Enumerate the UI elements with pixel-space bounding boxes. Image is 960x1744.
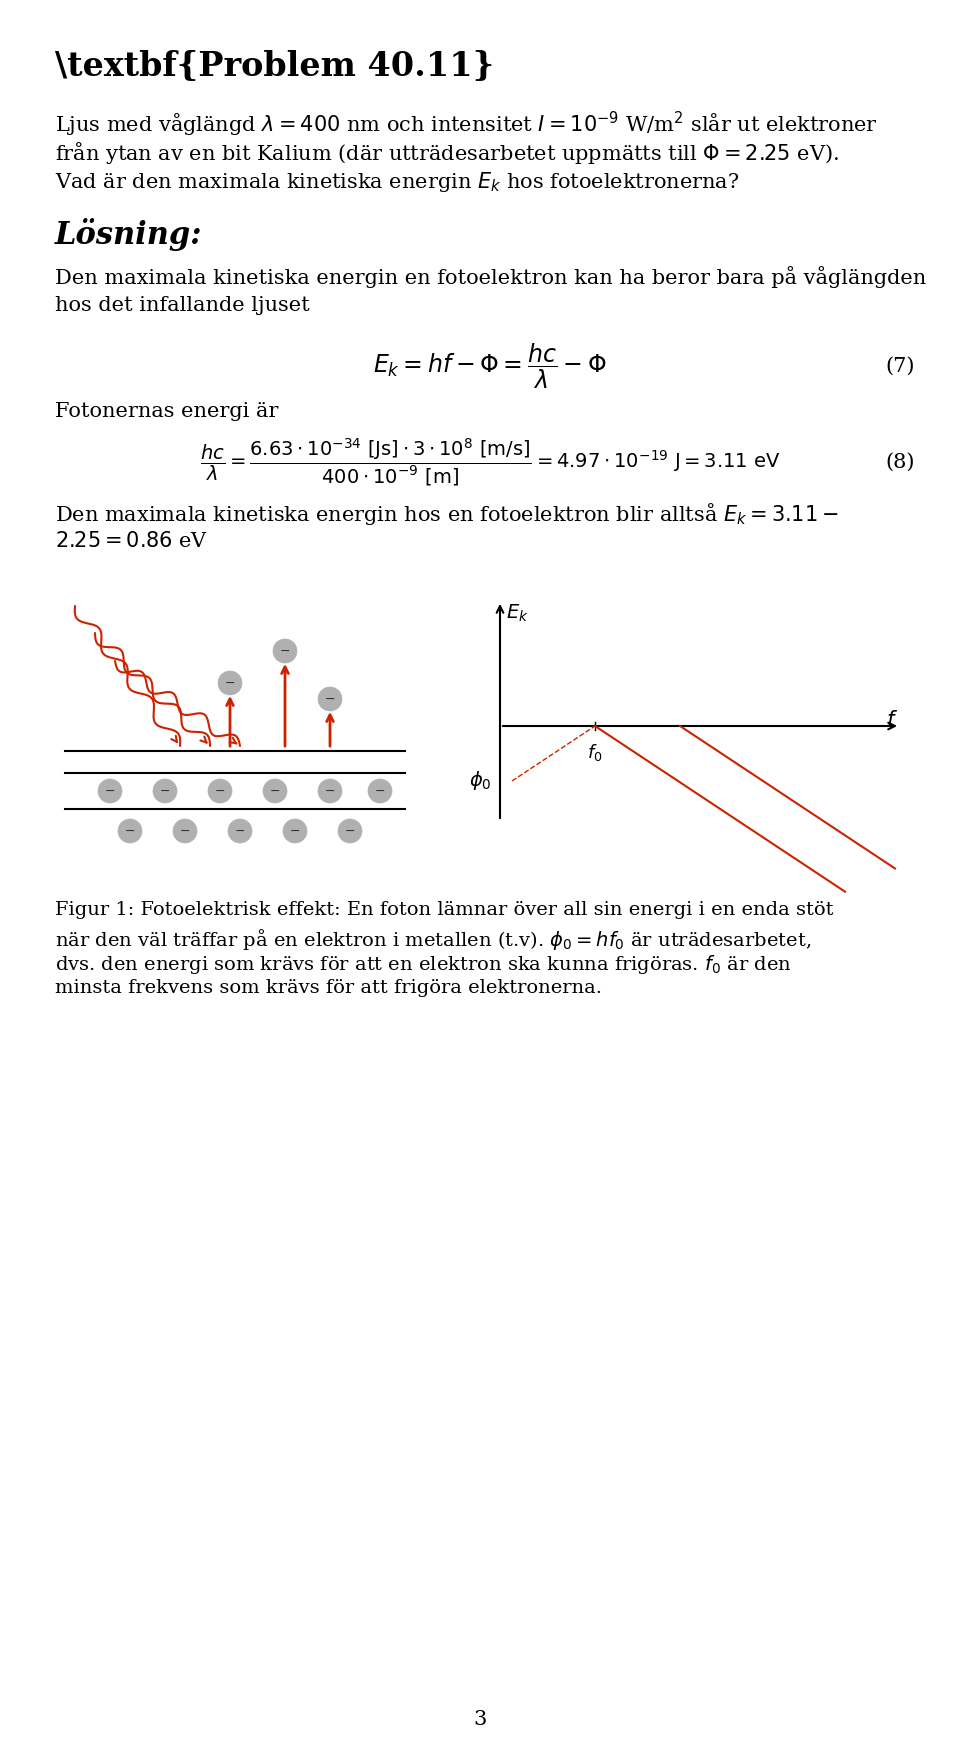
Text: −: −	[324, 692, 335, 706]
Text: (8): (8)	[885, 452, 915, 471]
Text: −: −	[374, 785, 385, 797]
Text: −: −	[270, 785, 280, 797]
Circle shape	[208, 780, 232, 802]
Text: (7): (7)	[885, 356, 915, 375]
Text: från ytan av en bit Kalium (där utträdesarbetet uppmätts till $\Phi = 2.25$ eV).: från ytan av en bit Kalium (där utträdes…	[55, 140, 839, 166]
Text: −: −	[215, 785, 226, 797]
Text: −: −	[159, 785, 170, 797]
Text: $E_k$: $E_k$	[506, 603, 529, 624]
Circle shape	[338, 820, 362, 842]
Circle shape	[283, 820, 307, 842]
Text: Ljus med våglängd $\lambda = 400$ nm och intensitet $I = 10^{-9}$ W/m$^2$ slår u: Ljus med våglängd $\lambda = 400$ nm och…	[55, 110, 878, 140]
Text: −: −	[225, 677, 235, 689]
Text: $f$: $f$	[886, 710, 898, 731]
Text: −: −	[345, 825, 355, 837]
Text: när den väl träffar på en elektron i metallen (t.v). $\phi_0 = hf_0$ är uträdesa: när den väl träffar på en elektron i met…	[55, 928, 811, 952]
Text: $\phi_0$: $\phi_0$	[469, 769, 492, 792]
Text: $f_0$: $f_0$	[588, 741, 603, 764]
Text: −: −	[125, 825, 135, 837]
Text: −: −	[180, 825, 190, 837]
Text: Den maximala kinetiska energin en fotoelektron kan ha beror bara på våglängden: Den maximala kinetiska energin en fotoel…	[55, 267, 926, 288]
Circle shape	[318, 687, 342, 712]
Text: Figur 1: Fotoelektrisk effekt: En foton lämnar över all sin energi i en enda stö: Figur 1: Fotoelektrisk effekt: En foton …	[55, 902, 833, 919]
Text: Den maximala kinetiska energin hos en fotoelektron blir alltså $E_k = 3.11 -$: Den maximala kinetiska energin hos en fo…	[55, 501, 839, 527]
Text: $2.25 = 0.86$ eV: $2.25 = 0.86$ eV	[55, 530, 208, 551]
Circle shape	[98, 780, 122, 802]
Text: −: −	[235, 825, 245, 837]
Text: hos det infallande ljuset: hos det infallande ljuset	[55, 296, 310, 316]
Text: Vad är den maximala kinetiska energin $E_k$ hos fotoelektronerna?: Vad är den maximala kinetiska energin $E…	[55, 169, 739, 194]
Text: Fotonernas energi är: Fotonernas energi är	[55, 403, 278, 420]
Text: minsta frekvens som krävs för att frigöra elektronerna.: minsta frekvens som krävs för att frigör…	[55, 978, 602, 998]
Text: $E_k = hf - \Phi = \dfrac{hc}{\lambda} - \Phi$: $E_k = hf - \Phi = \dfrac{hc}{\lambda} -…	[373, 342, 607, 391]
Text: \textbf{Problem 40.11}: \textbf{Problem 40.11}	[55, 51, 494, 84]
Text: −: −	[290, 825, 300, 837]
Circle shape	[318, 780, 342, 802]
Text: Lösning:: Lösning:	[55, 218, 203, 251]
Circle shape	[153, 780, 177, 802]
Text: dvs. den energi som krävs för att en elektron ska kunna frigöras. $f_0$ är den: dvs. den energi som krävs för att en ele…	[55, 952, 792, 977]
Text: 3: 3	[473, 1711, 487, 1728]
Circle shape	[173, 820, 197, 842]
Text: −: −	[105, 785, 115, 797]
Circle shape	[263, 780, 287, 802]
Text: $\dfrac{hc}{\lambda} = \dfrac{6.63 \cdot 10^{-34}\ \mathrm{[Js]} \cdot 3 \cdot 1: $\dfrac{hc}{\lambda} = \dfrac{6.63 \cdot…	[200, 436, 780, 488]
Circle shape	[273, 638, 297, 663]
Text: −: −	[279, 645, 290, 657]
Circle shape	[228, 820, 252, 842]
Text: −: −	[324, 785, 335, 797]
Circle shape	[118, 820, 142, 842]
Circle shape	[368, 780, 392, 802]
Circle shape	[218, 671, 242, 696]
